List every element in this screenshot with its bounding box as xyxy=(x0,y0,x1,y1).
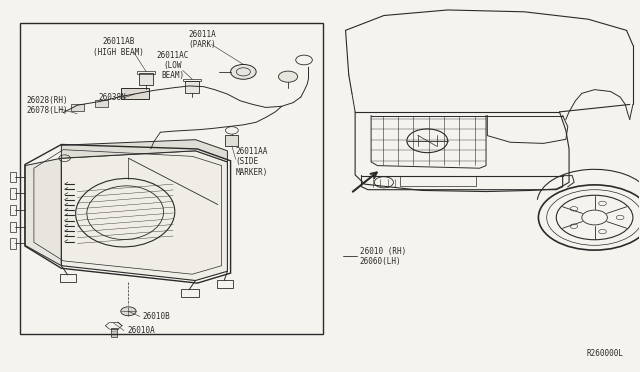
Bar xyxy=(400,176,476,186)
Bar xyxy=(111,328,117,337)
Bar xyxy=(10,222,16,232)
Polygon shape xyxy=(61,151,227,280)
Bar xyxy=(10,238,16,248)
Circle shape xyxy=(230,64,256,79)
Text: R260000L: R260000L xyxy=(586,349,623,358)
Bar xyxy=(10,205,16,215)
Bar xyxy=(225,135,238,146)
Bar xyxy=(71,105,84,111)
Text: 26010B: 26010B xyxy=(143,312,170,321)
Bar xyxy=(10,171,16,182)
Text: 26038N: 26038N xyxy=(99,93,126,102)
Bar xyxy=(216,280,232,288)
Bar xyxy=(60,274,76,282)
Bar xyxy=(186,81,199,93)
Bar xyxy=(10,188,16,199)
Text: 26028(RH)
26078(LH): 26028(RH) 26078(LH) xyxy=(26,96,68,115)
Bar xyxy=(121,88,149,99)
Polygon shape xyxy=(61,140,227,162)
Text: 26011AC
(LOW
BEAM): 26011AC (LOW BEAM) xyxy=(157,51,189,80)
Bar xyxy=(183,78,202,81)
Text: 26011A
(PARK): 26011A (PARK) xyxy=(188,30,216,49)
Bar xyxy=(180,289,198,297)
Text: 26011AA
(SIDE
MARKER): 26011AA (SIDE MARKER) xyxy=(236,147,268,177)
Polygon shape xyxy=(25,158,61,266)
Text: 26011AB
(HIGH BEAM): 26011AB (HIGH BEAM) xyxy=(93,37,144,57)
Text: 26010 (RH)
26060(LH): 26010 (RH) 26060(LH) xyxy=(360,247,406,266)
Circle shape xyxy=(121,307,136,316)
Bar xyxy=(95,100,108,107)
Circle shape xyxy=(278,71,298,82)
Bar xyxy=(140,73,153,85)
Text: 26010A: 26010A xyxy=(127,326,155,335)
Bar xyxy=(20,23,323,334)
Bar xyxy=(137,71,156,74)
